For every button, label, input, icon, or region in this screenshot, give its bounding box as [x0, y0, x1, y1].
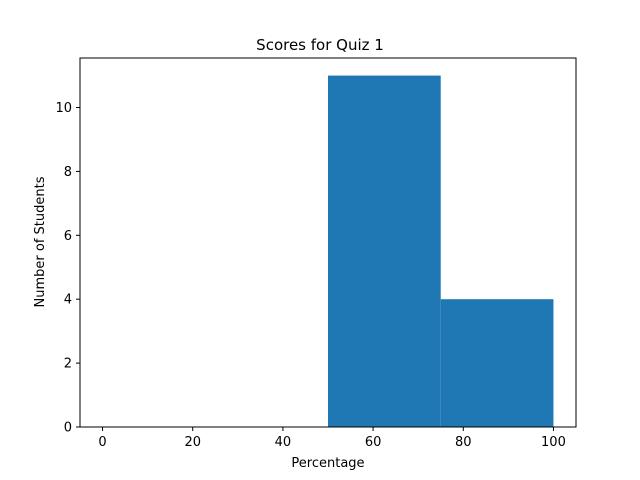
- y-tick-label: 2: [64, 357, 72, 372]
- x-tick-label: 0: [98, 435, 106, 450]
- chart-title: Scores for Quiz 1: [256, 36, 384, 54]
- x-axis-label: Percentage: [291, 456, 364, 471]
- x-axis: 0 20 40 60 80 100: [98, 427, 566, 450]
- plot-frame: [79, 57, 577, 428]
- y-tick-label: 10: [55, 101, 72, 116]
- y-tick-label: 8: [64, 165, 72, 180]
- histogram-bar-50-75: [328, 75, 441, 428]
- y-tick-label: 4: [64, 293, 72, 308]
- x-tick-label: 80: [455, 435, 472, 450]
- y-axis-label: Number of Students: [33, 176, 48, 307]
- histogram-bar-75-100: [440, 299, 554, 427]
- bars-layer: [328, 75, 554, 428]
- y-axis: 0 2 4 6 8 10: [55, 101, 80, 436]
- x-tick-label: 60: [365, 435, 382, 450]
- x-tick-label: 20: [184, 435, 201, 450]
- x-tick-label: 100: [541, 435, 566, 450]
- x-tick-label: 40: [275, 435, 292, 450]
- y-tick-label: 0: [64, 421, 72, 436]
- y-tick-label: 6: [64, 229, 72, 244]
